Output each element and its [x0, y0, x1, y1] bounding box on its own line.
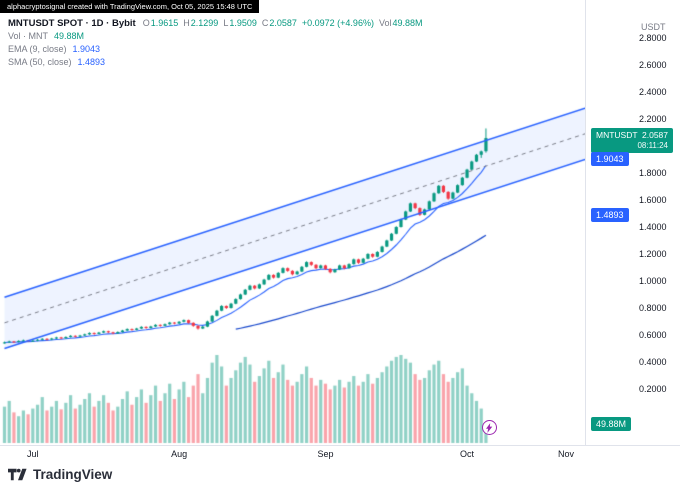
volume-value-pair: Vol 49.88M — [378, 18, 423, 28]
price-axis[interactable]: USDT 2.80002.60002.40002.20002.00001.800… — [585, 0, 680, 445]
badge-symbol-name: MNTUSDT — [596, 130, 638, 141]
price-axis-label: 0.8000 — [639, 303, 667, 313]
close-value-pair: C 2.0587 — [261, 18, 297, 28]
ema-indicator-value: 1.9043 — [72, 44, 101, 54]
price-axis-label: 1.0000 — [639, 276, 667, 286]
volume-indicator-label: Vol · MNT — [8, 31, 49, 41]
legend-symbol-row[interactable]: MNTUSDT SPOT · 1D · Bybit O 1.9615 H 2.129… — [8, 17, 428, 30]
open-value-pair: O 1.9615 — [142, 18, 179, 28]
symbol-price-badge: MNTUSDT 2.0587 08:11:24 — [591, 128, 673, 154]
price-axis-label: 2.4000 — [639, 87, 667, 97]
price-axis-label: 0.2000 — [639, 384, 667, 394]
time-axis-label: Aug — [171, 449, 188, 459]
price-axis-label: 1.8000 — [639, 168, 667, 178]
watermark-caption: alphacryptosignal created with TradingVi… — [0, 0, 260, 13]
lightning-badge-icon[interactable] — [482, 420, 497, 435]
sma-indicator-value: 1.4893 — [77, 57, 106, 67]
time-axis-label: Oct — [460, 449, 475, 459]
sma-price-badge: 1.4893 — [591, 207, 629, 222]
change-value: +0.0972 (+4.96%) — [301, 18, 374, 28]
time-axis-label: Nov — [557, 449, 575, 459]
time-axis-label: Sep — [317, 449, 334, 459]
high-value-pair: H 2.1299 — [183, 18, 219, 28]
low-value-pair: L 1.9509 — [223, 18, 257, 28]
legend-ema-row[interactable]: EMA (9, close) 1.9043 — [8, 43, 428, 56]
price-axis-label: 2.8000 — [639, 33, 667, 43]
bar-close-countdown: 08:11:24 — [637, 141, 668, 151]
volume-indicator-value: 49.88M — [54, 31, 85, 41]
time-axis[interactable]: Jul Aug Sep Oct Nov — [0, 445, 680, 462]
tradingview-wordmark: TradingView — [33, 466, 113, 482]
price-axis-label: 0.6000 — [639, 330, 667, 340]
price-axis-label: 0.4000 — [639, 357, 667, 367]
legend: MNTUSDT SPOT · 1D · Bybit O 1.9615 H 2.129… — [8, 17, 428, 69]
currency-label: USDT — [641, 22, 666, 32]
price-axis-label: 2.6000 — [639, 60, 667, 70]
price-axis-label: 1.2000 — [639, 249, 667, 259]
time-axis-label: Jul — [27, 449, 39, 459]
badge-symbol-price: 2.0587 — [642, 130, 668, 141]
symbol-title: MNTUSDT SPOT · 1D · Bybit — [8, 18, 136, 29]
footer: TradingView — [8, 462, 112, 486]
volume-value-badge: 49.88M — [591, 416, 632, 431]
tradingview-logo[interactable]: TradingView — [8, 467, 112, 482]
price-axis-label: 1.4000 — [639, 222, 667, 232]
legend-volume-row[interactable]: Vol · MNT 49.88M — [8, 30, 428, 43]
price-chart-pane[interactable] — [0, 0, 585, 445]
ema-indicator-label: EMA (9, close) — [8, 44, 67, 54]
price-axis-label: 2.2000 — [639, 114, 667, 124]
tradingview-logo-icon — [8, 468, 27, 480]
ema-price-badge: 1.9043 — [591, 151, 629, 166]
sma-indicator-label: SMA (50, close) — [8, 57, 72, 67]
price-axis-label: 1.6000 — [639, 195, 667, 205]
legend-sma-row[interactable]: SMA (50, close) 1.4893 — [8, 56, 428, 69]
